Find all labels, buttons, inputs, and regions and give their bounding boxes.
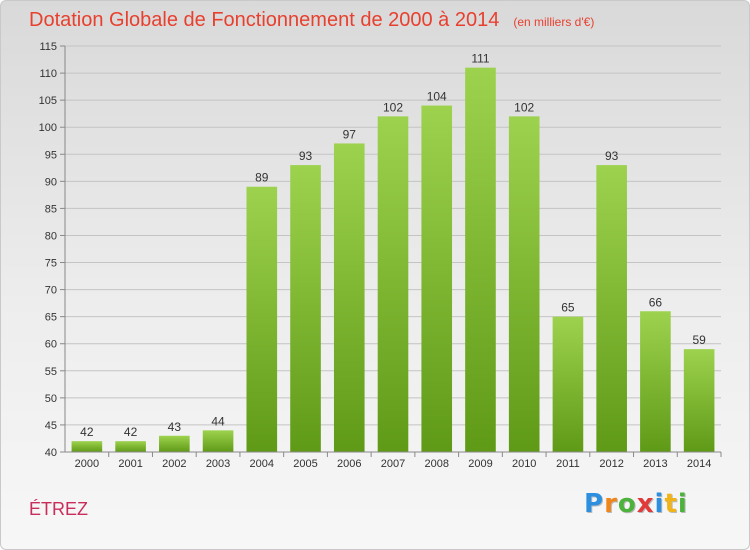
bar bbox=[115, 441, 146, 452]
x-axis: 2000 2001 2002 2003 2004 2005 2006 2007 2008 2009… bbox=[65, 451, 722, 470]
y-tick-label: 55 bbox=[45, 366, 57, 378]
x-tick-label: 2008 bbox=[424, 458, 448, 470]
y-tick-label: 50 bbox=[45, 393, 57, 405]
logo-letter: x bbox=[636, 489, 655, 519]
x-tick-label: 2001 bbox=[118, 458, 142, 470]
x-tick-label: 2007 bbox=[381, 458, 405, 470]
y-tick-label: 45 bbox=[45, 420, 57, 432]
bar bbox=[640, 311, 671, 452]
data-label: 102 bbox=[383, 100, 403, 114]
x-tick-label: 2012 bbox=[599, 458, 623, 470]
bar bbox=[421, 105, 453, 453]
x-tick-label: 2005 bbox=[293, 458, 317, 470]
data-label: 42 bbox=[124, 425, 138, 439]
x-tick-label: 2002 bbox=[162, 458, 186, 470]
x-tick-label: 2006 bbox=[337, 458, 361, 470]
y-tick-label: 60 bbox=[45, 339, 57, 351]
y-tick-label: 65 bbox=[45, 312, 57, 324]
bar bbox=[246, 186, 278, 452]
bar bbox=[290, 165, 321, 453]
logo-letter: o bbox=[617, 489, 637, 519]
y-tick-label: 100 bbox=[39, 122, 57, 134]
bars bbox=[71, 67, 715, 453]
logo-letter: i bbox=[654, 489, 665, 519]
bar bbox=[333, 143, 365, 452]
data-label: 102 bbox=[514, 100, 534, 114]
y-tick-label: 95 bbox=[45, 149, 57, 161]
data-label: 89 bbox=[255, 171, 269, 185]
x-tick-label: 2004 bbox=[250, 458, 274, 470]
data-labels: 42 42 43 44 89 93 97 102 104 111 102 65 93 66 59 bbox=[80, 52, 706, 440]
y-tick-label: 85 bbox=[45, 203, 57, 215]
bar bbox=[71, 441, 103, 452]
x-tick-label: 2011 bbox=[556, 458, 580, 470]
bar bbox=[683, 349, 715, 452]
y-tick-label: 90 bbox=[45, 176, 57, 188]
title-text: Dotation Globale de Fonctionnement de 20… bbox=[29, 9, 500, 31]
chart-subtitle: (en milliers d'€) bbox=[513, 15, 595, 29]
logo-letter: r bbox=[604, 489, 618, 519]
data-label: 42 bbox=[80, 425, 94, 439]
logo-letter: t bbox=[664, 489, 678, 519]
y-tick-label: 40 bbox=[45, 447, 57, 459]
data-label: 97 bbox=[343, 127, 357, 141]
bar bbox=[596, 165, 627, 453]
proxiti-logo[interactable]: Proxiti bbox=[584, 489, 688, 519]
x-tick-label: 2013 bbox=[643, 458, 667, 470]
bar bbox=[552, 316, 584, 452]
logo-letter: i bbox=[677, 489, 688, 519]
bar bbox=[465, 67, 496, 453]
data-label: 65 bbox=[561, 301, 575, 315]
y-tick-label: 110 bbox=[39, 68, 57, 80]
bar bbox=[377, 116, 409, 452]
y-tick-label: 105 bbox=[39, 95, 57, 107]
data-label: 43 bbox=[168, 420, 182, 434]
data-label: 93 bbox=[605, 149, 619, 163]
y-axis: 40 45 50 55 60 65 70 75 80 85 90 95 100 105 110 115 bbox=[39, 41, 66, 459]
commune-name: ÉTREZ bbox=[29, 499, 89, 519]
y-tick-label: 75 bbox=[45, 258, 57, 270]
bar bbox=[159, 435, 190, 452]
data-label: 111 bbox=[471, 52, 490, 66]
y-tick-label: 70 bbox=[45, 285, 57, 297]
logo-letter: P bbox=[584, 489, 605, 519]
x-tick-label: 2003 bbox=[206, 458, 230, 470]
x-tick-label: 2009 bbox=[468, 458, 492, 470]
x-tick-label: 2000 bbox=[75, 458, 99, 470]
data-label: 59 bbox=[692, 333, 706, 347]
bar bbox=[508, 116, 540, 452]
chart-title: Dotation Globale de Fonctionnement de 20… bbox=[29, 9, 594, 32]
data-label: 93 bbox=[299, 149, 313, 163]
y-tick-label: 80 bbox=[45, 230, 57, 242]
x-tick-label: 2010 bbox=[512, 458, 536, 470]
data-label: 66 bbox=[649, 295, 663, 309]
x-tick-label: 2014 bbox=[687, 458, 711, 470]
bar bbox=[202, 430, 234, 452]
data-label: 104 bbox=[427, 90, 447, 104]
y-tick-label: 115 bbox=[39, 41, 57, 53]
data-label: 44 bbox=[211, 414, 225, 428]
